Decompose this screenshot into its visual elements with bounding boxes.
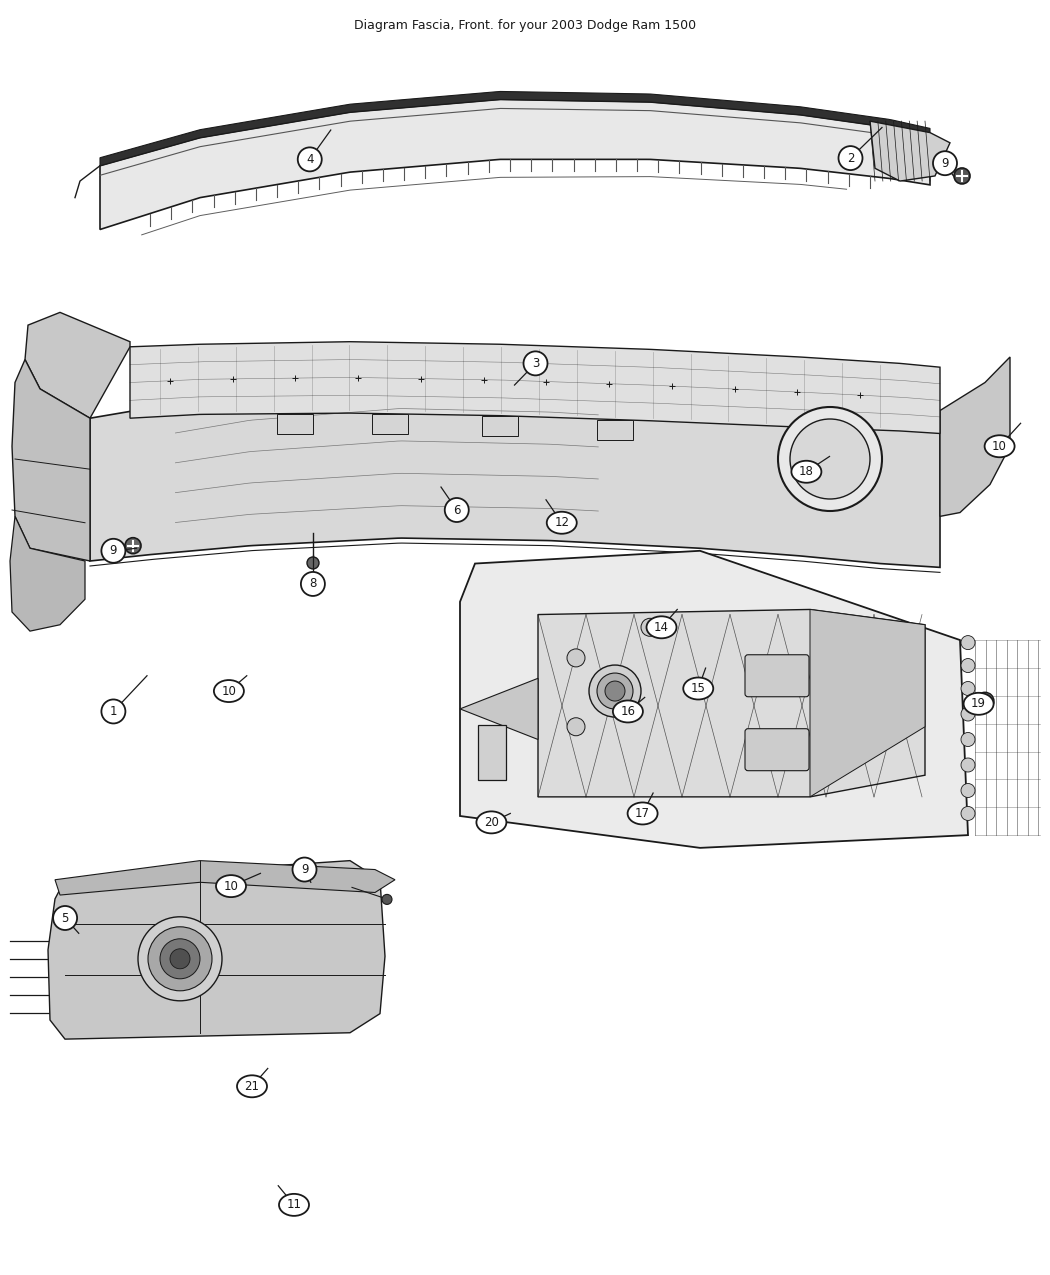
Text: Diagram Fascia, Front. for your 2003 Dodge Ram 1500: Diagram Fascia, Front. for your 2003 Dod… [354, 19, 696, 32]
Circle shape [976, 692, 994, 710]
Text: 14: 14 [654, 621, 669, 634]
Ellipse shape [214, 680, 244, 703]
Text: 12: 12 [554, 516, 569, 529]
Ellipse shape [477, 811, 506, 834]
Circle shape [382, 894, 392, 904]
Ellipse shape [237, 1075, 267, 1098]
Circle shape [640, 618, 659, 636]
Text: 3: 3 [531, 357, 540, 370]
Bar [597, 419, 633, 440]
Polygon shape [25, 312, 130, 418]
Polygon shape [940, 357, 1010, 516]
Bar [482, 416, 518, 436]
Text: 6: 6 [453, 504, 461, 516]
Ellipse shape [933, 152, 957, 175]
Ellipse shape [102, 539, 125, 562]
Polygon shape [10, 516, 85, 631]
Polygon shape [870, 121, 950, 181]
Circle shape [778, 407, 882, 511]
Circle shape [961, 784, 975, 797]
Ellipse shape [613, 700, 643, 723]
Text: 15: 15 [691, 682, 706, 695]
Circle shape [125, 538, 141, 553]
Ellipse shape [102, 700, 125, 723]
Ellipse shape [298, 148, 321, 171]
Circle shape [307, 557, 319, 569]
Ellipse shape [647, 616, 676, 639]
Circle shape [961, 682, 975, 695]
Polygon shape [100, 92, 930, 166]
Text: 5: 5 [61, 912, 69, 924]
Ellipse shape [279, 1193, 309, 1216]
Ellipse shape [985, 435, 1014, 458]
Text: 16: 16 [621, 705, 635, 718]
Circle shape [170, 949, 190, 969]
Circle shape [961, 733, 975, 746]
Circle shape [961, 807, 975, 820]
Circle shape [597, 673, 633, 709]
Circle shape [138, 917, 222, 1001]
Bar [372, 414, 408, 434]
Ellipse shape [628, 802, 657, 825]
FancyBboxPatch shape [746, 655, 808, 696]
Ellipse shape [54, 907, 77, 929]
Polygon shape [460, 551, 968, 848]
Polygon shape [90, 376, 940, 567]
Text: 4: 4 [306, 153, 314, 166]
Circle shape [296, 863, 310, 876]
Polygon shape [460, 678, 538, 740]
Text: 17: 17 [635, 807, 650, 820]
Ellipse shape [792, 460, 821, 483]
Circle shape [961, 659, 975, 672]
Circle shape [961, 636, 975, 649]
Text: 9: 9 [109, 544, 118, 557]
Text: 2: 2 [846, 152, 855, 164]
Ellipse shape [524, 352, 547, 375]
Text: 10: 10 [992, 440, 1007, 453]
Ellipse shape [684, 677, 713, 700]
Text: 11: 11 [287, 1198, 301, 1211]
Text: 8: 8 [309, 578, 317, 590]
Circle shape [961, 708, 975, 720]
Circle shape [567, 649, 585, 667]
Bar [277, 413, 313, 434]
Text: 10: 10 [224, 880, 238, 892]
Ellipse shape [964, 692, 993, 715]
Text: 18: 18 [799, 465, 814, 478]
FancyBboxPatch shape [746, 729, 808, 770]
Circle shape [961, 759, 975, 771]
Polygon shape [810, 609, 925, 797]
Polygon shape [55, 861, 395, 895]
Circle shape [790, 419, 870, 499]
Ellipse shape [293, 858, 316, 881]
Polygon shape [130, 342, 940, 434]
Ellipse shape [216, 875, 246, 898]
Ellipse shape [547, 511, 576, 534]
Text: 9: 9 [941, 157, 949, 170]
Text: 20: 20 [484, 816, 499, 829]
Text: 21: 21 [245, 1080, 259, 1093]
Circle shape [567, 718, 585, 736]
Text: 1: 1 [109, 705, 118, 718]
Bar [478, 725, 506, 780]
Circle shape [605, 681, 625, 701]
Polygon shape [12, 360, 90, 561]
Circle shape [160, 938, 200, 979]
Ellipse shape [445, 499, 468, 521]
Text: 9: 9 [300, 863, 309, 876]
Text: 10: 10 [222, 685, 236, 697]
Ellipse shape [301, 572, 324, 595]
Polygon shape [100, 99, 930, 230]
Ellipse shape [839, 147, 862, 170]
Polygon shape [48, 861, 385, 1039]
Circle shape [589, 666, 640, 717]
Circle shape [148, 927, 212, 991]
Circle shape [954, 168, 970, 184]
Polygon shape [538, 609, 925, 797]
Text: 19: 19 [971, 697, 986, 710]
